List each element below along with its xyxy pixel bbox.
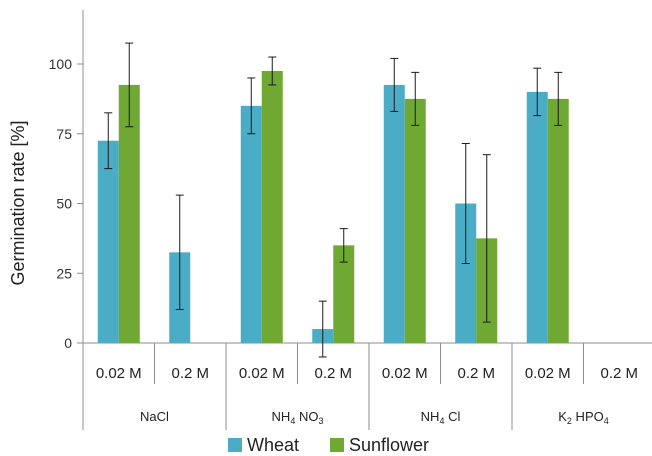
error-bar xyxy=(533,67,542,117)
bars xyxy=(97,70,569,344)
legend-item-sunflower: Sunflower xyxy=(330,435,429,455)
error-bar xyxy=(318,300,327,358)
group-labels: NaCl NH4 NO3 NH4 Cl K2 HPO4 xyxy=(140,409,609,426)
bar-sunflower xyxy=(547,98,569,343)
category-label: 0.2 M xyxy=(457,365,495,382)
legend-label: Sunflower xyxy=(349,435,429,455)
bar-sunflower xyxy=(333,245,355,343)
error-bar xyxy=(554,71,563,126)
error-bar xyxy=(482,154,491,323)
error-bar xyxy=(390,57,399,112)
bar-sunflower xyxy=(261,70,283,343)
bar-wheat xyxy=(383,84,405,344)
y-tick-label: 50 xyxy=(56,196,72,212)
y-axis-label: Germination rate [%] xyxy=(8,120,28,285)
category-label: 0.02 M xyxy=(239,365,285,382)
bar-wheat xyxy=(526,91,548,344)
legend-swatch xyxy=(330,438,344,452)
legend-item-wheat: Wheat xyxy=(228,435,299,455)
y-tick-label: 0 xyxy=(64,335,72,351)
bar-wheat xyxy=(97,140,119,343)
bar-wheat xyxy=(455,203,477,343)
category-label: 0.2 M xyxy=(600,365,638,382)
category-label: 0.02 M xyxy=(382,365,428,382)
error-bar xyxy=(104,112,113,170)
group-label: NaCl xyxy=(140,409,169,424)
group-label: K2 HPO4 xyxy=(558,409,609,426)
bar-sunflower xyxy=(404,98,426,343)
error-bar xyxy=(175,194,184,311)
legend: Wheat Sunflower xyxy=(228,435,429,455)
group-label: NH4 Cl xyxy=(421,409,461,426)
legend-swatch xyxy=(228,438,242,452)
error-bar xyxy=(268,56,277,86)
error-bar xyxy=(411,71,420,126)
category-label: 0.02 M xyxy=(96,365,142,382)
bar-sunflower xyxy=(118,84,140,344)
y-tick-label: 75 xyxy=(56,126,72,142)
error-bar xyxy=(125,42,134,128)
category-label: 0.02 M xyxy=(525,365,571,382)
error-bar xyxy=(247,77,256,135)
y-tick-label: 25 xyxy=(56,265,72,281)
legend-label: Wheat xyxy=(247,435,299,455)
error-bar xyxy=(339,228,348,263)
error-bars xyxy=(104,42,563,358)
error-bar xyxy=(461,143,470,264)
category-labels: 0.02 M 0.2 M 0.02 M 0.2 M 0.02 M 0.2 M 0.02 M 0… xyxy=(96,365,638,382)
category-label: 0.2 M xyxy=(171,365,209,382)
group-label: NH4 NO3 xyxy=(272,409,324,426)
bar-wheat xyxy=(240,105,262,343)
y-tick-label: 100 xyxy=(49,56,73,72)
category-label: 0.2 M xyxy=(314,365,352,382)
